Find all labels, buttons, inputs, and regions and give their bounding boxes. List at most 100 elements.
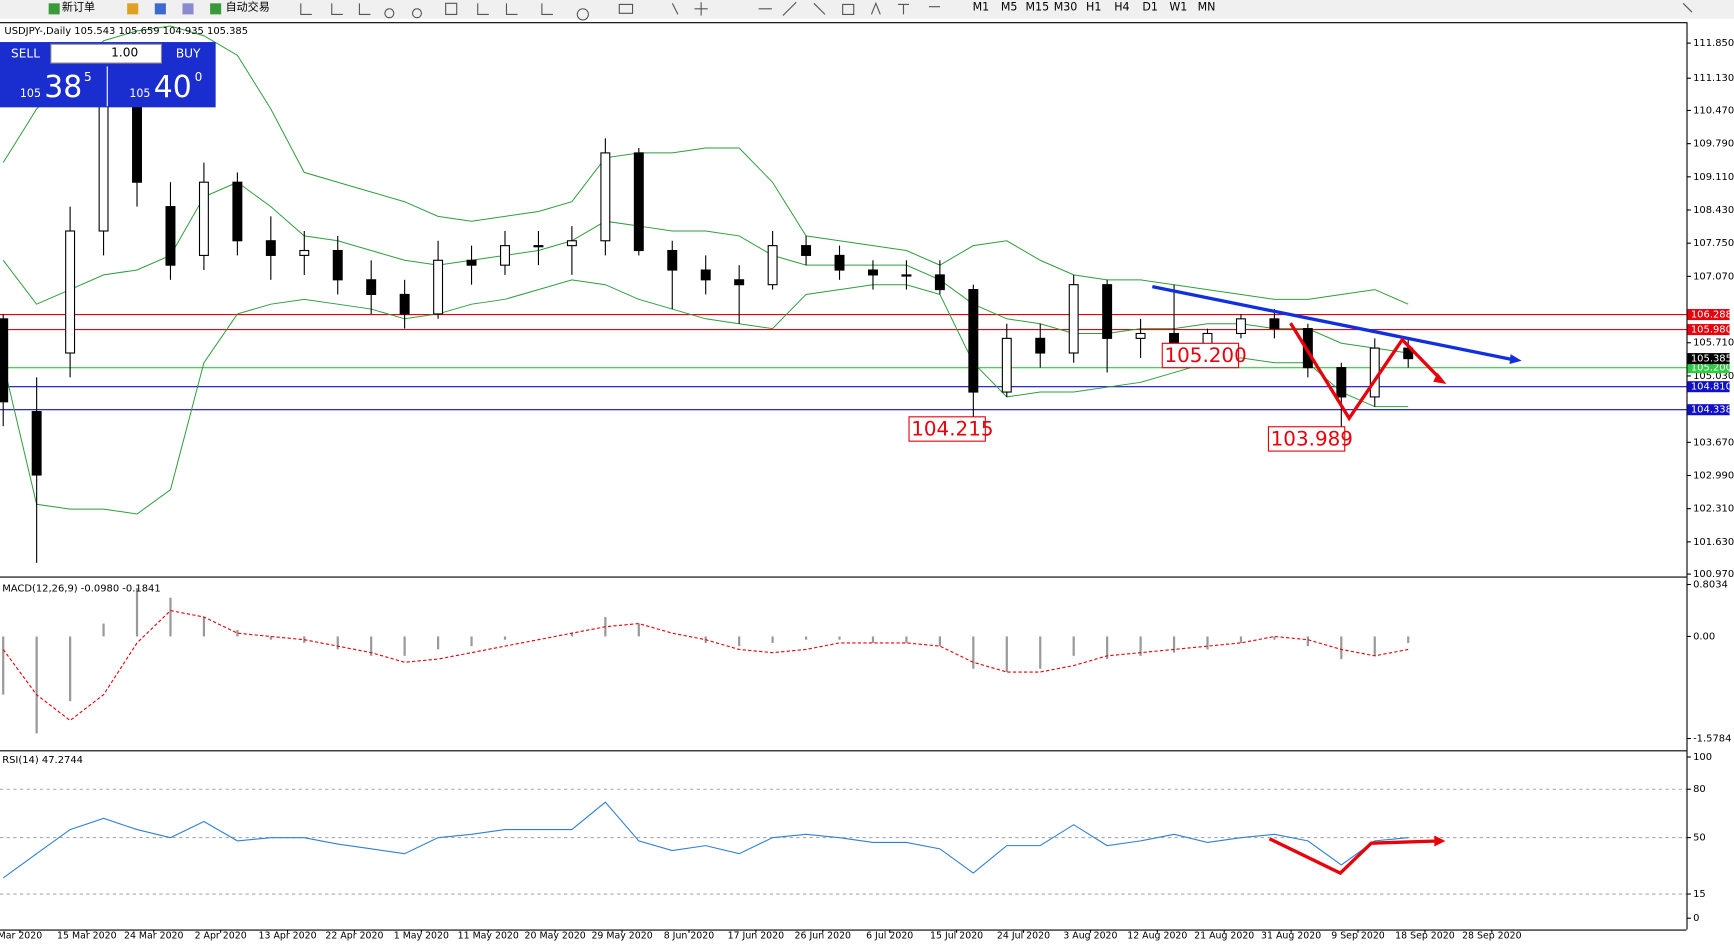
new-order[interactable]: 新订单 xyxy=(62,0,95,14)
candle-body xyxy=(1068,284,1079,354)
candle-body xyxy=(633,152,644,252)
arrow-head xyxy=(1434,835,1446,847)
candle-body xyxy=(265,240,276,256)
y-tick-label: 107.070 xyxy=(1693,271,1734,282)
annotation-label: 104.215 xyxy=(911,418,993,441)
candle-body xyxy=(1102,284,1113,339)
price-tag-label: 105.385 xyxy=(1691,354,1732,365)
timeframe-button[interactable]: H1 xyxy=(1086,1,1101,14)
timeframe-button[interactable]: D1 xyxy=(1142,1,1158,14)
y-tick-label: 110.470 xyxy=(1693,105,1734,116)
x-tick-label: 11 May 2020 xyxy=(458,931,519,942)
y-tick-label: 100 xyxy=(1693,752,1712,763)
candle-body xyxy=(801,245,812,256)
x-tick-label: 9 Sep 2020 xyxy=(1331,931,1385,942)
x-tick-label: 18 Sep 2020 xyxy=(1395,931,1455,942)
sell-label[interactable]: SELL xyxy=(11,47,40,61)
auto-trade[interactable]: 自动交易 xyxy=(226,0,270,14)
timeframe-button[interactable]: H4 xyxy=(1114,1,1129,14)
x-tick-label: 6 Jul 2020 xyxy=(866,931,913,942)
x-tick-label: 3 Aug 2020 xyxy=(1063,931,1117,942)
annotation-box xyxy=(908,416,986,442)
candle-body xyxy=(232,181,243,242)
timeframe-button[interactable]: M30 xyxy=(1054,1,1078,14)
rsi-header: RSI(14) 47.2744 xyxy=(2,755,83,766)
candle-body xyxy=(834,254,845,271)
level-tag-label: 104.338 xyxy=(1691,405,1732,416)
y-tick-label: 105.710 xyxy=(1693,338,1734,349)
x-tick-label: 1 May 2020 xyxy=(394,931,449,942)
candle-body xyxy=(0,318,9,403)
candle-body xyxy=(165,206,176,266)
timeframe-button[interactable]: M5 xyxy=(1001,1,1018,14)
level-tag-label: 104.810 xyxy=(1691,382,1732,393)
timeframe-button[interactable]: W1 xyxy=(1169,1,1187,14)
candle-body xyxy=(1369,347,1380,398)
tool-icons xyxy=(300,1,1693,21)
candle-body xyxy=(1001,337,1012,393)
timeframe-button[interactable]: MN xyxy=(1198,1,1216,14)
x-tick-label: 12 Aug 2020 xyxy=(1127,931,1187,942)
y-tick-label: 105.030 xyxy=(1693,371,1734,382)
candle-body xyxy=(1235,318,1246,335)
candle-body xyxy=(533,245,544,248)
candle-body xyxy=(332,249,343,281)
y-tick-label: 0.8034 xyxy=(1693,580,1728,591)
icon[interactable] xyxy=(182,3,194,15)
x-tick-label: 2 Apr 2020 xyxy=(195,931,247,942)
y-tick-label: 0.00 xyxy=(1693,631,1715,642)
y-tick-label: 109.790 xyxy=(1693,139,1734,150)
y-tick-label: 0 xyxy=(1693,913,1699,924)
y-tick-label: 15 xyxy=(1693,889,1706,900)
arrow-head xyxy=(1509,354,1522,365)
y-tick-label: 103.670 xyxy=(1693,437,1734,448)
level-tag-label: 106.288 xyxy=(1691,310,1732,321)
candle-body xyxy=(600,152,611,242)
bid-small[interactable]: 5 xyxy=(84,70,92,84)
x-tick-label: 13 Apr 2020 xyxy=(259,931,317,942)
x-tick-label: 28 Sep 2020 xyxy=(1462,931,1522,942)
candle-body xyxy=(198,181,209,256)
x-tick-label: 15 Jul 2020 xyxy=(930,931,983,942)
ask-small[interactable]: 0 xyxy=(195,70,203,84)
y-tick-label: 80 xyxy=(1693,784,1706,795)
sell-button[interactable] xyxy=(0,44,45,65)
ask-big[interactable]: 105 xyxy=(129,87,150,100)
icon[interactable] xyxy=(127,3,139,15)
level-tag xyxy=(1687,324,1730,336)
rsi-line xyxy=(2,801,1409,879)
candle-body xyxy=(667,249,678,271)
icon[interactable] xyxy=(48,3,60,15)
icon[interactable] xyxy=(210,3,222,15)
timeframe-button[interactable]: M1 xyxy=(973,1,990,14)
annotation-box xyxy=(1161,342,1240,369)
y-tick-label: 101.630 xyxy=(1693,537,1734,548)
one-click-trading: SELL 1.00 BUY 105 38 5 105 40 0 xyxy=(0,42,216,108)
candle-body xyxy=(433,259,444,315)
candle-body xyxy=(366,279,377,295)
x-tick-label: 26 Jun 2020 xyxy=(795,931,851,942)
rsi-arrow xyxy=(1268,837,1438,876)
buy-label[interactable]: BUY xyxy=(176,47,201,61)
bid-main[interactable]: 38 xyxy=(44,70,82,105)
toolbar: 新订单 自动交易 M1 M5 M15 M30 H1 H4 D1 W1 MN xyxy=(0,0,1734,21)
annotation-box xyxy=(1267,426,1346,452)
ask-main[interactable]: 40 xyxy=(154,70,192,105)
annotation-label: 103.989 xyxy=(1271,428,1353,451)
x-tick-label: 21 Aug 2020 xyxy=(1194,931,1254,942)
candle-body xyxy=(867,269,878,276)
level-tag-label: 105.980 xyxy=(1691,325,1732,336)
y-tick-label: 102.310 xyxy=(1693,504,1734,515)
band-lower xyxy=(2,279,1409,515)
timeframe-button[interactable]: M15 xyxy=(1026,1,1050,14)
candle-body xyxy=(31,411,42,476)
lot-input[interactable] xyxy=(50,43,163,64)
candle-body xyxy=(968,289,979,393)
bid-big[interactable]: 105 xyxy=(20,87,41,100)
y-tick-label: 111.130 xyxy=(1693,73,1734,84)
icon[interactable] xyxy=(154,3,166,15)
candle-body xyxy=(934,274,945,291)
lot-value[interactable]: 1.00 xyxy=(111,46,138,60)
